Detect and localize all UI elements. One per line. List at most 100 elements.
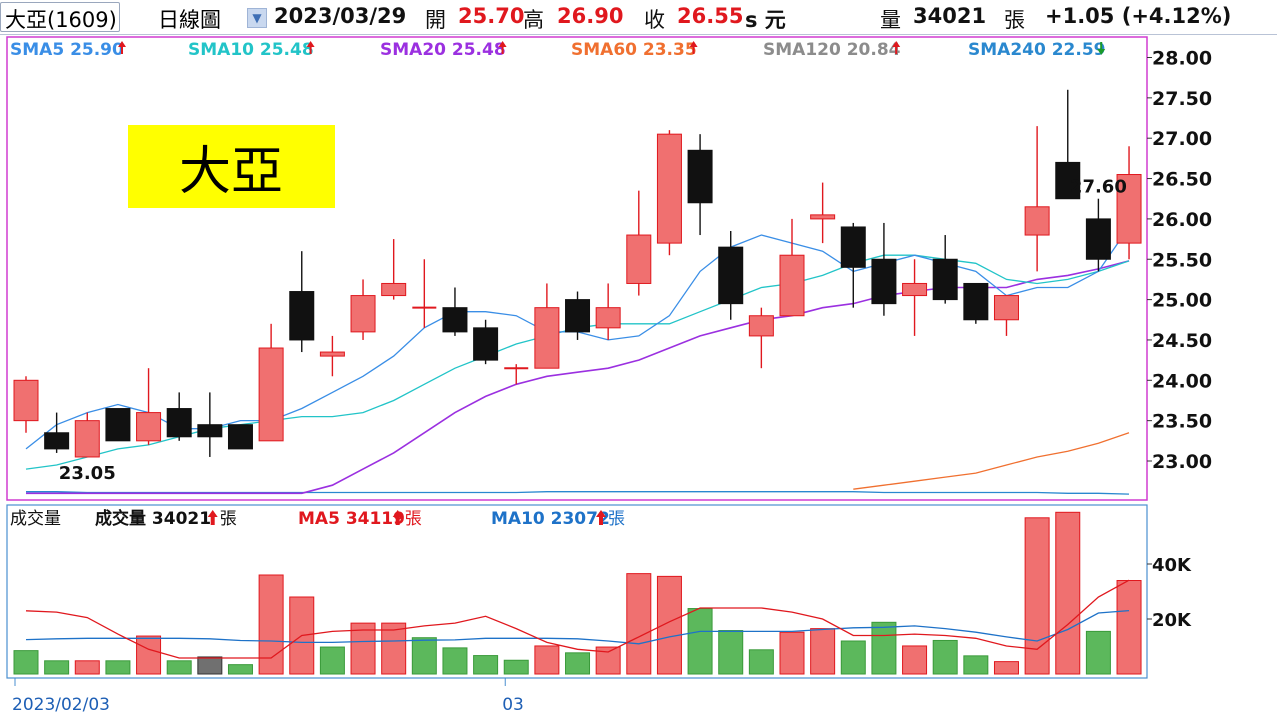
volume-bar — [13, 650, 39, 675]
ma-legend-sma20: SMA20 25.48 — [380, 40, 506, 60]
candle-down — [1085, 218, 1111, 260]
volume-value: 34021 — [913, 4, 987, 28]
price-tick-label: 26.50 — [1152, 169, 1212, 191]
volume-bar — [718, 630, 744, 675]
volume-tick-label: 40K — [1152, 555, 1192, 576]
volume-bar — [227, 664, 253, 675]
volume-bar — [993, 661, 1019, 675]
high-value: 26.90 — [557, 4, 624, 28]
up-arrow-icon — [207, 510, 218, 525]
sma60-line — [853, 432, 1130, 490]
volume-bar — [136, 635, 162, 675]
candle-up — [381, 282, 407, 297]
candle-up — [258, 347, 284, 442]
open-value: 25.70 — [458, 4, 525, 28]
volume-bar — [656, 575, 682, 675]
volume-bar — [626, 573, 652, 675]
candle-up — [656, 133, 682, 244]
volume-bar — [350, 622, 376, 675]
candle-down — [197, 424, 223, 438]
volume-bar — [1085, 630, 1111, 675]
volume-legend-ma10: MA10 23072 — [491, 509, 610, 529]
candle-up — [350, 295, 376, 333]
price-tick-label: 25.50 — [1152, 249, 1212, 271]
volume-bar — [289, 596, 315, 675]
candle-up — [1024, 206, 1050, 236]
volume-bar — [197, 656, 223, 675]
open-label: 開 — [425, 8, 446, 32]
price-tick-label: 26.00 — [1152, 209, 1212, 231]
up-arrow-icon — [306, 41, 315, 54]
volume-legend-unit: 張 — [405, 509, 422, 529]
price-tick-label: 25.00 — [1152, 290, 1212, 312]
up-arrow-icon — [498, 41, 507, 54]
candle-up — [74, 420, 100, 458]
volume-bar — [44, 660, 70, 675]
volume-bar — [473, 655, 499, 675]
ma-legend-sma120: SMA120 20.84 — [763, 40, 901, 60]
candle-down — [105, 408, 131, 442]
volume-bar — [1116, 580, 1142, 675]
volume-tick-label: 20K — [1152, 610, 1192, 631]
candle-down — [442, 307, 468, 333]
volume-unit: 張 — [1004, 8, 1025, 32]
candle-up — [779, 254, 805, 317]
price-tick-label: 28.00 — [1152, 48, 1212, 70]
stock-selector-dropdown[interactable] — [0, 2, 120, 32]
volume-bar — [840, 640, 866, 675]
quote-date: 2023/03/29 — [274, 4, 407, 28]
volume-bar — [442, 647, 468, 675]
volume-bar — [503, 659, 529, 675]
candle-up — [626, 234, 652, 284]
candle-up — [1116, 174, 1142, 244]
ma-legend-sma5: SMA5 25.90 — [10, 40, 124, 60]
volume-legend-成交量: 成交量 34021 — [95, 508, 211, 529]
chevron-down-icon[interactable]: ▼ — [247, 8, 267, 28]
volume-bar — [565, 652, 591, 675]
volume-bar — [258, 574, 284, 675]
candle-down — [932, 258, 958, 301]
kline-chart: 23.00 23.50 24.00 24.50 25.00 25.50 26.00 26.50… — [6, 36, 1212, 715]
candle-up — [319, 351, 345, 357]
ma-legend-sma10: SMA10 25.48 — [188, 40, 314, 60]
price-tick-label: 24.50 — [1152, 330, 1212, 352]
volume-bar — [871, 621, 897, 675]
volume-bar — [381, 622, 407, 675]
volume-label: 量 — [880, 8, 901, 32]
stock-name-badge-text: 大亞 — [179, 142, 283, 202]
candle-up — [810, 214, 836, 220]
volume-legend-unit: 張 — [608, 509, 625, 529]
period-label[interactable]: 日線圖 — [158, 8, 221, 32]
price-panel-frame — [6, 36, 1148, 501]
candle-down — [473, 327, 499, 361]
candle-down — [840, 226, 866, 268]
candle-up — [534, 307, 560, 369]
volume-bar — [810, 628, 836, 675]
candle-down — [289, 291, 315, 341]
volume-ma5-line — [25, 579, 1130, 659]
price-axis: 23.00 23.50 24.00 24.50 25.00 25.50 26.00 26.50… — [1147, 48, 1212, 473]
candle-down — [1055, 161, 1081, 200]
ma-legend: SMA5 25.90 SMA10 25.48 SMA20 25.48 SMA60 23… — [10, 40, 1106, 60]
volume-bar — [963, 655, 989, 675]
volume-bar — [902, 645, 928, 675]
price-tick-label: 23.00 — [1152, 451, 1212, 473]
ma-legend-sma60: SMA60 23.35 — [571, 40, 697, 60]
volume-panel-title: 成交量 — [10, 509, 61, 529]
volume-legend-unit: 張 — [220, 509, 237, 529]
volume-bar — [74, 660, 100, 675]
volume-bar — [687, 608, 713, 675]
close-value: 26.55 — [677, 4, 744, 28]
volume-ma10-line — [25, 609, 1130, 645]
candle-down — [166, 408, 192, 438]
volume-bar — [411, 637, 437, 675]
volume-bar — [166, 660, 192, 675]
up-arrow-icon — [596, 510, 606, 525]
candle-down — [687, 149, 713, 204]
candles — [13, 89, 1142, 458]
volume-bar — [1024, 517, 1050, 675]
volume-bar — [1055, 511, 1081, 675]
volume-bar — [932, 639, 958, 675]
high-price-annotation: 27.60 — [1070, 177, 1127, 198]
chart-header: 大亞(1609) 日線圖 ▼ 2023/03/29 開 25.70 高 26.9… — [0, 0, 1277, 35]
